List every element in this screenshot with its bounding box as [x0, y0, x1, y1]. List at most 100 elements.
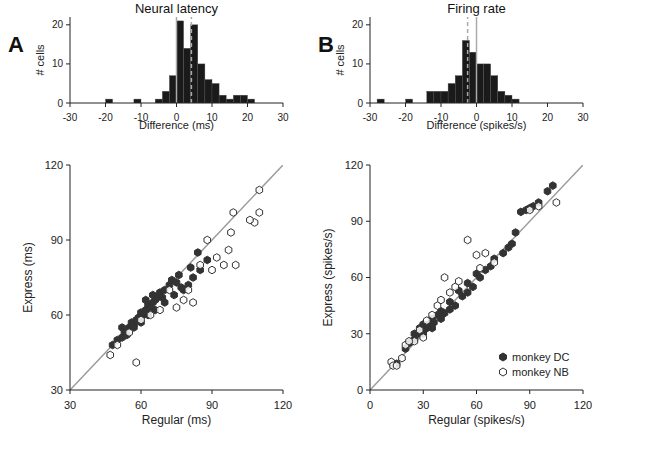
bar: [484, 64, 491, 103]
y-tick-label: 0: [357, 98, 363, 109]
x-tick-label: 90: [206, 399, 218, 411]
bar: [491, 76, 498, 103]
x-tick-label: -20: [98, 112, 113, 123]
y-axis: [370, 17, 371, 103]
legend-label: monkey DC: [512, 351, 570, 363]
x-axis: [70, 390, 283, 391]
point: [114, 341, 121, 349]
bar: [134, 99, 141, 103]
y-tick-label: 60: [351, 271, 363, 283]
point: [399, 354, 406, 362]
y-tick: [366, 333, 370, 334]
point: [176, 271, 183, 279]
x-tick-label: -30: [63, 112, 78, 123]
bar: [106, 99, 113, 103]
x-tick: [547, 103, 548, 107]
x-tick: [423, 390, 424, 394]
bar: [198, 64, 205, 103]
point: [107, 351, 114, 359]
bar: [477, 64, 484, 103]
y-tick: [66, 390, 70, 391]
y-axis-label: # cells: [334, 44, 346, 76]
point: [180, 296, 187, 304]
point: [161, 299, 168, 307]
point: [512, 229, 519, 237]
point: [225, 246, 232, 254]
point: [173, 304, 180, 312]
reference-line: [467, 17, 469, 103]
y-tick-label: 30: [51, 384, 63, 396]
x-tick: [70, 390, 71, 394]
panel: ANeural latency-30-20-10010203001020Diff…: [8, 1, 289, 131]
bar: [155, 99, 162, 103]
y-tick: [366, 103, 370, 104]
reference-line: [176, 17, 178, 103]
panel: 03060901200306090120Regular (spikes/s)Ex…: [321, 159, 592, 427]
x-tick-label: 20: [242, 112, 254, 123]
point: [438, 315, 445, 323]
reference-line: [191, 17, 193, 103]
x-tick: [529, 390, 530, 394]
point: [447, 289, 454, 297]
bar: [248, 99, 255, 103]
point: [142, 296, 149, 304]
point: [455, 277, 462, 285]
x-tick-label: 30: [417, 399, 429, 411]
x-tick: [283, 390, 284, 394]
y-tick: [66, 24, 70, 25]
legend-marker: [500, 353, 507, 361]
y-tick-label: 90: [351, 215, 363, 227]
y-tick-label: 20: [352, 19, 364, 30]
panel: BFiring rate-30-20-10010203001020Differe…: [318, 1, 589, 131]
x-tick-label: -30: [363, 112, 378, 123]
point: [197, 261, 204, 269]
bar: [455, 76, 462, 103]
x-tick: [405, 103, 406, 107]
point: [178, 284, 185, 292]
y-tick-label: 30: [351, 328, 363, 340]
point: [544, 187, 551, 195]
point: [232, 261, 239, 269]
y-tick: [366, 63, 370, 64]
reference-line: [476, 17, 478, 103]
bar: [469, 52, 476, 103]
x-tick: [283, 103, 284, 107]
x-tick-label: 0: [367, 399, 373, 411]
point: [256, 186, 263, 194]
point: [185, 286, 192, 294]
x-tick: [476, 103, 477, 107]
bar: [406, 99, 413, 103]
panel: 306090120306090120Regular (ms)Express (m…: [21, 159, 292, 427]
point: [477, 274, 484, 282]
bar: [184, 48, 191, 103]
point: [470, 283, 477, 291]
x-tick: [105, 103, 106, 107]
x-tick: [247, 103, 248, 107]
point: [429, 311, 436, 319]
x-tick: [583, 103, 584, 107]
x-axis-label: Difference (spikes/s): [426, 119, 526, 131]
point: [441, 274, 448, 282]
plot-area: [106, 17, 255, 103]
point: [550, 182, 557, 190]
x-tick-label: 90: [524, 399, 536, 411]
x-tick: [212, 390, 213, 394]
point: [119, 324, 126, 332]
point: [187, 264, 194, 272]
y-tick: [66, 103, 70, 104]
plot-area: [70, 165, 283, 390]
legend-marker: [500, 368, 507, 376]
point: [166, 286, 173, 294]
point: [247, 216, 254, 224]
x-tick-label: 60: [135, 399, 147, 411]
y-tick: [366, 390, 370, 391]
point: [133, 359, 140, 367]
y-axis-label: # cells: [34, 44, 46, 76]
title: Firing rate: [447, 1, 506, 16]
point: [393, 362, 400, 370]
point: [190, 274, 197, 282]
y-tick: [66, 240, 70, 241]
plot-area: [370, 165, 583, 390]
x-tick-label: 120: [574, 399, 592, 411]
y-tick-label: 20: [52, 19, 64, 30]
